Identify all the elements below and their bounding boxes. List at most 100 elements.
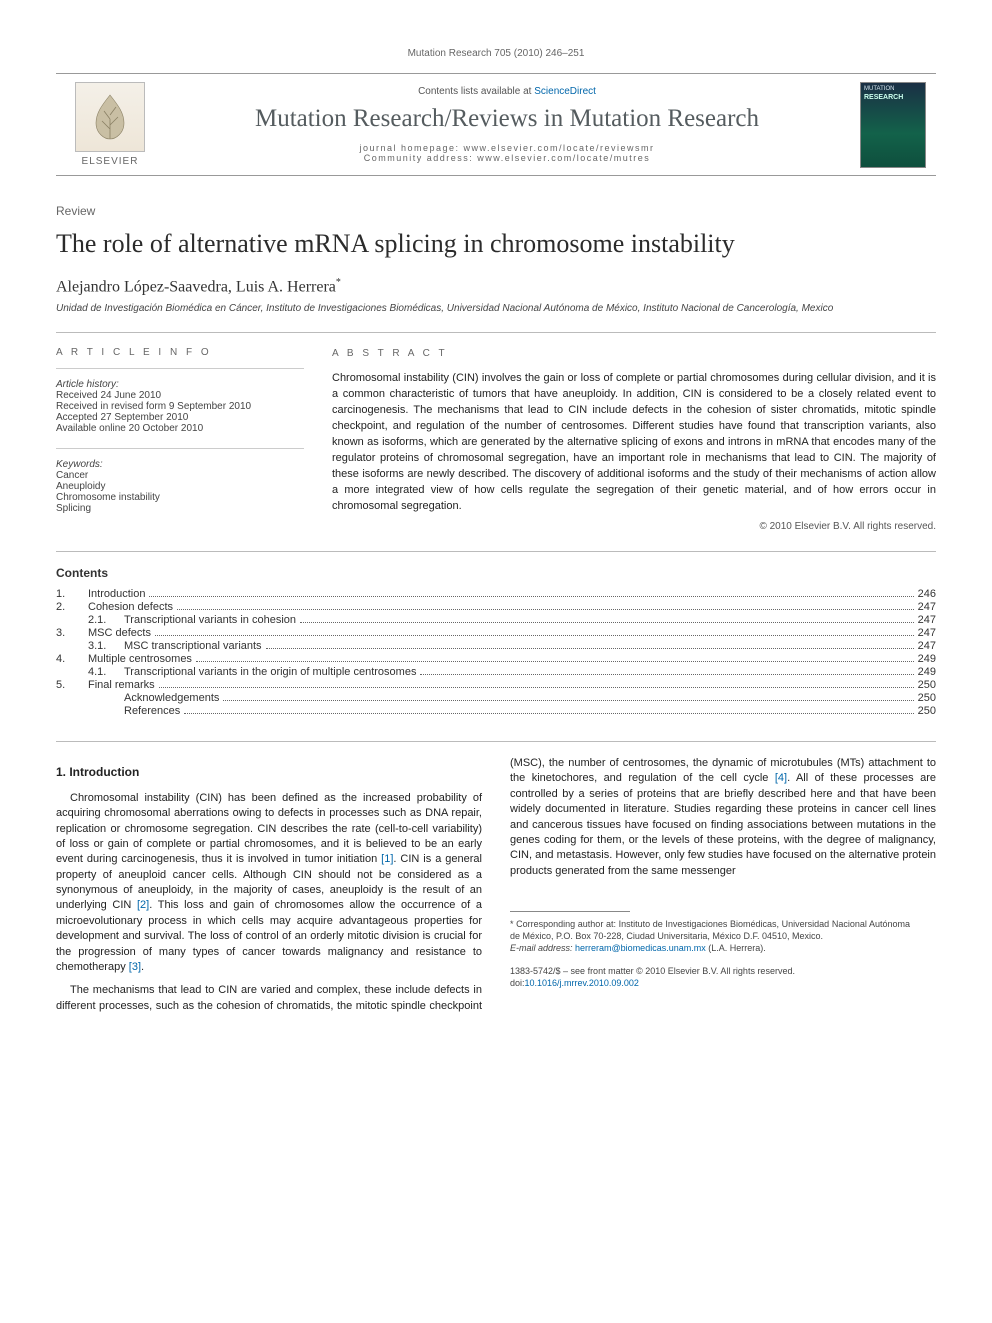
- citation-link[interactable]: [2]: [137, 899, 149, 911]
- publisher-name: ELSEVIER: [82, 156, 139, 167]
- toc-page: 249: [918, 666, 936, 678]
- citation-link[interactable]: [3]: [129, 961, 141, 973]
- email-label: E-mail address:: [510, 943, 575, 953]
- toc-leader-dots: [177, 609, 914, 610]
- body-paragraph: Chromosomal instability (CIN) has been d…: [56, 791, 482, 976]
- toc-number: 3.: [56, 627, 88, 639]
- email-after: (L.A. Herrera).: [706, 943, 766, 953]
- toc-row: 3.MSC defects 247: [56, 627, 936, 639]
- toc-leader-dots: [196, 661, 914, 662]
- toc-number: 4.: [56, 653, 88, 665]
- section-1-heading: 1. Introduction: [56, 764, 482, 781]
- toc-row: 4.1.Transcriptional variants in the orig…: [56, 666, 936, 678]
- toc-label: Multiple centrosomes: [88, 653, 192, 665]
- keyword-item: Aneuploidy: [56, 481, 304, 492]
- toc-page: 246: [918, 588, 936, 600]
- authors-line: Alejandro López-Saavedra, Luis A. Herrer…: [56, 277, 936, 296]
- contents-heading: Contents: [56, 566, 936, 580]
- journal-cover-thumb: MUTATION RESEARCH: [860, 82, 926, 168]
- toc-row: 2.Cohesion defects247: [56, 601, 936, 613]
- toc-label: Transcriptional variants in the origin o…: [124, 666, 416, 678]
- toc-page: 249: [918, 653, 936, 665]
- toc-page: 250: [918, 705, 936, 717]
- toc-leader-dots: [300, 622, 914, 623]
- email-link[interactable]: herreram@biomedicas.unam.mx: [575, 943, 706, 953]
- contents-prefix: Contents lists available at: [418, 86, 534, 97]
- abstract-text: Chromosomal instability (CIN) involves t…: [332, 371, 936, 514]
- citation-link[interactable]: [4]: [775, 772, 787, 784]
- toc-leader-dots: [149, 596, 913, 597]
- toc-row: References 250: [56, 705, 936, 717]
- toc-row: 1.Introduction 246: [56, 588, 936, 600]
- toc-page: 247: [918, 627, 936, 639]
- elsevier-tree-icon: [75, 82, 145, 152]
- cover-thumb-wrap: MUTATION RESEARCH: [850, 74, 936, 175]
- toc-label: References: [124, 705, 180, 717]
- divider-top: [56, 332, 936, 333]
- toc-row: Acknowledgements 250: [56, 692, 936, 704]
- citation-link[interactable]: [1]: [381, 853, 393, 865]
- toc-leader-dots: [223, 700, 913, 701]
- journal-homepage-line: journal homepage: www.elsevier.com/locat…: [359, 143, 654, 153]
- masthead-center: Contents lists available at ScienceDirec…: [164, 74, 850, 175]
- toc-leader-dots: [184, 713, 913, 714]
- toc-label: Introduction: [88, 588, 145, 600]
- journal-banner-title: Mutation Research/Reviews in Mutation Re…: [255, 105, 759, 133]
- toc-page: 250: [918, 679, 936, 691]
- toc-number: 2.: [56, 601, 88, 613]
- issn-line: 1383-5742/$ – see front matter © 2010 El…: [510, 965, 910, 977]
- divider-after-toc: [56, 741, 936, 742]
- keywords-label: Keywords:: [56, 459, 304, 470]
- article-title: The role of alternative mRNA splicing in…: [56, 228, 936, 259]
- toc-label: MSC transcriptional variants: [124, 640, 262, 652]
- article-info-heading: A R T I C L E I N F O: [56, 347, 304, 358]
- toc-page: 250: [918, 692, 936, 704]
- toc-leader-dots: [155, 635, 914, 636]
- corresponding-marker: *: [336, 277, 341, 288]
- doi-line: doi:10.1016/j.mrrev.2010.09.002: [510, 977, 910, 989]
- abstract-copyright: © 2010 Elsevier B.V. All rights reserved…: [332, 520, 936, 535]
- abstract-heading: A B S T R A C T: [332, 347, 936, 362]
- keyword-item: Chromosome instability: [56, 492, 304, 503]
- body-columns: 1. Introduction Chromosomal instability …: [56, 756, 936, 1014]
- toc-label: Cohesion defects: [88, 601, 173, 613]
- contents-available-line: Contents lists available at ScienceDirec…: [418, 86, 596, 97]
- history-received: Received 24 June 2010: [56, 390, 304, 401]
- toc-leader-dots: [266, 648, 914, 649]
- toc-row: 4.Multiple centrosomes 249: [56, 653, 936, 665]
- journal-masthead: ELSEVIER Contents lists available at Sci…: [56, 73, 936, 176]
- toc-leader-dots: [420, 674, 913, 675]
- authors-names: Alejandro López-Saavedra, Luis A. Herrer…: [56, 279, 336, 296]
- toc-label: Final remarks: [88, 679, 155, 691]
- email-line: E-mail address: herreram@biomedicas.unam…: [510, 942, 910, 954]
- doi-prefix: doi:: [510, 978, 525, 988]
- journal-community-line: Community address: www.elsevier.com/loca…: [364, 153, 651, 163]
- abstract-column: A B S T R A C T Chromosomal instability …: [332, 347, 936, 535]
- footnotes-block: * Corresponding author at: Instituto de …: [510, 911, 910, 989]
- toc-label: Transcriptional variants in cohesion: [124, 614, 296, 626]
- sciencedirect-link[interactable]: ScienceDirect: [534, 86, 596, 97]
- toc-row: 5.Final remarks250: [56, 679, 936, 691]
- corresponding-author-note: * Corresponding author at: Instituto de …: [510, 918, 910, 942]
- doi-link[interactable]: 10.1016/j.mrrev.2010.09.002: [525, 978, 639, 988]
- article-info-column: A R T I C L E I N F O Article history: R…: [56, 347, 304, 535]
- publisher-block: ELSEVIER: [56, 74, 164, 175]
- running-head: Mutation Research 705 (2010) 246–251: [56, 48, 936, 59]
- table-of-contents: 1.Introduction2462.Cohesion defects2472.…: [56, 588, 936, 717]
- toc-page: 247: [918, 614, 936, 626]
- cover-top-text: MUTATION: [864, 86, 922, 92]
- divider-after-abstract: [56, 551, 936, 552]
- affiliation: Unidad de Investigación Biomédica en Cán…: [56, 303, 936, 314]
- history-label: Article history:: [56, 379, 304, 390]
- history-revised: Received in revised form 9 September 201…: [56, 401, 304, 412]
- toc-row: 3.1.MSC transcriptional variants 247: [56, 640, 936, 652]
- toc-number: 1.: [56, 588, 88, 600]
- toc-leader-dots: [159, 687, 914, 688]
- toc-number: 3.1.: [56, 640, 124, 652]
- document-type: Review: [56, 204, 936, 218]
- toc-page: 247: [918, 640, 936, 652]
- toc-label: MSC defects: [88, 627, 151, 639]
- keyword-item: Splicing: [56, 503, 304, 514]
- toc-label: Acknowledgements: [124, 692, 219, 704]
- toc-row: 2.1.Transcriptional variants in cohesion…: [56, 614, 936, 626]
